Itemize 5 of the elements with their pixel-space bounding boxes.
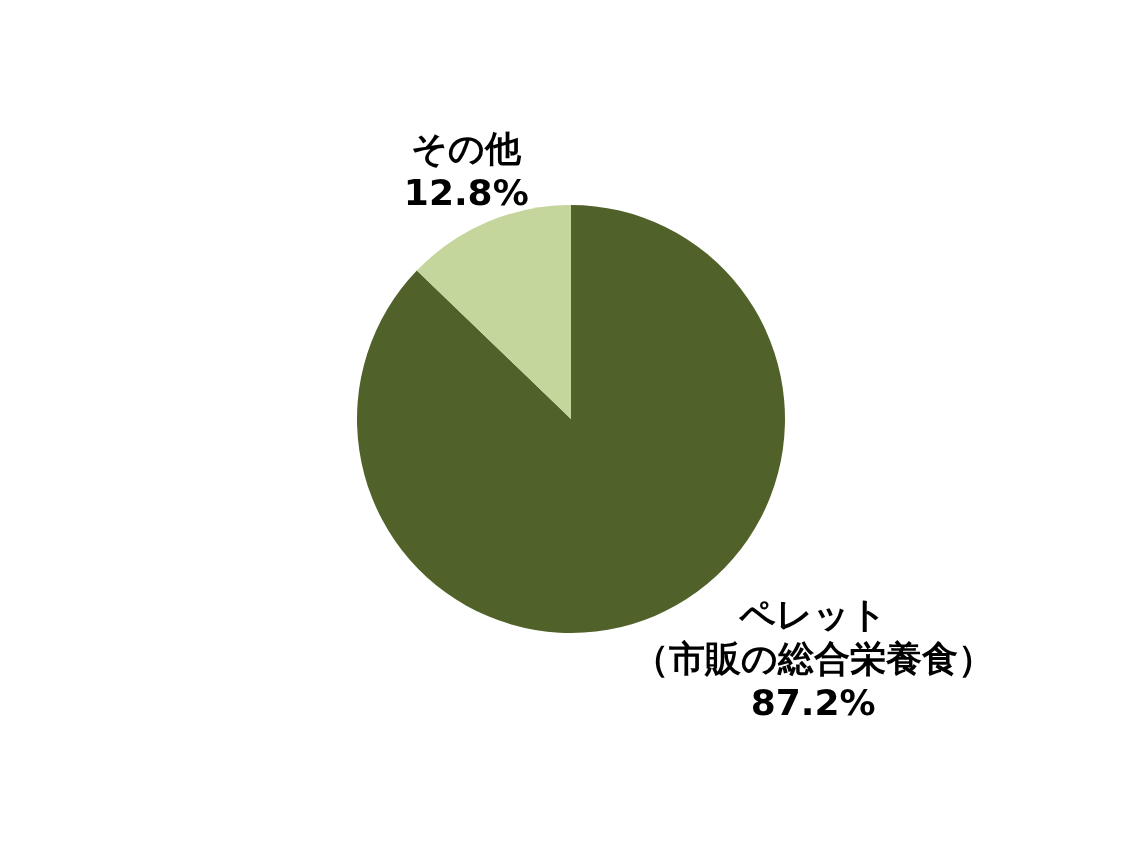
pie-slice [416,205,571,419]
data-label: 87.2% [750,682,876,724]
data-label: 12.8% [403,171,529,213]
slice-label: ペレット（市販の総合栄養食） [632,594,994,680]
slice-label: その他 [411,127,523,169]
